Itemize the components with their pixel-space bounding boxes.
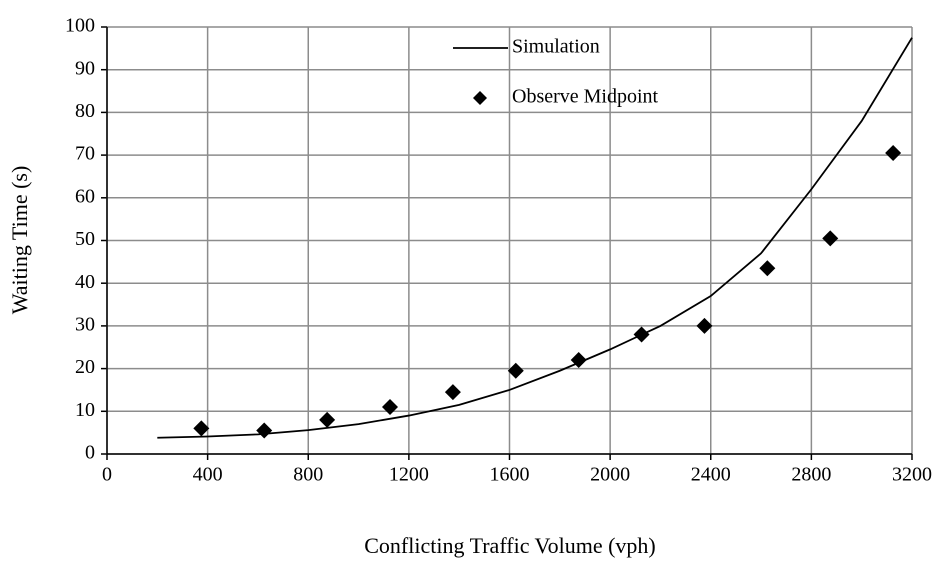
point <box>507 362 524 379</box>
x-tick-label: 400 <box>193 464 223 486</box>
x-tick-label: 0 <box>102 464 112 486</box>
point <box>759 260 776 277</box>
legend-marker <box>473 91 487 105</box>
line <box>157 37 913 439</box>
y-tick-label: 50 <box>75 228 95 250</box>
y-tick-label: 10 <box>75 399 95 421</box>
y-axis-title: Waiting Time (s) <box>7 166 32 315</box>
legend-label: Observe Midpoint <box>512 86 659 108</box>
x-tick-label: 1200 <box>389 464 429 486</box>
point <box>633 326 650 343</box>
y-tick-label: 20 <box>75 356 95 378</box>
y-tick-label: 70 <box>75 143 95 165</box>
x-tick-label: 1600 <box>490 464 530 486</box>
point <box>696 317 713 334</box>
point <box>256 422 273 439</box>
x-tick-label: 2800 <box>791 464 831 486</box>
x-tick-label: 3200 <box>892 464 932 486</box>
y-tick-label: 80 <box>75 100 95 122</box>
y-tick-label: 40 <box>75 271 95 293</box>
point <box>382 399 399 416</box>
x-tick-label: 2000 <box>590 464 630 486</box>
point <box>885 144 902 161</box>
point <box>193 420 210 437</box>
y-tick-label: 30 <box>75 313 95 335</box>
x-tick-label: 800 <box>293 464 323 486</box>
y-tick-label: 60 <box>75 185 95 207</box>
point <box>822 230 839 247</box>
y-tick-label: 90 <box>75 57 95 79</box>
x-axis-title: Conflicting Traffic Volume (vph) <box>364 533 656 558</box>
point <box>319 411 336 428</box>
y-tick-label: 0 <box>85 442 95 464</box>
point <box>570 352 587 369</box>
y-tick-label: 100 <box>65 15 95 37</box>
point <box>444 384 461 401</box>
legend-label: Simulation <box>512 36 600 58</box>
x-tick-label: 2400 <box>691 464 731 486</box>
